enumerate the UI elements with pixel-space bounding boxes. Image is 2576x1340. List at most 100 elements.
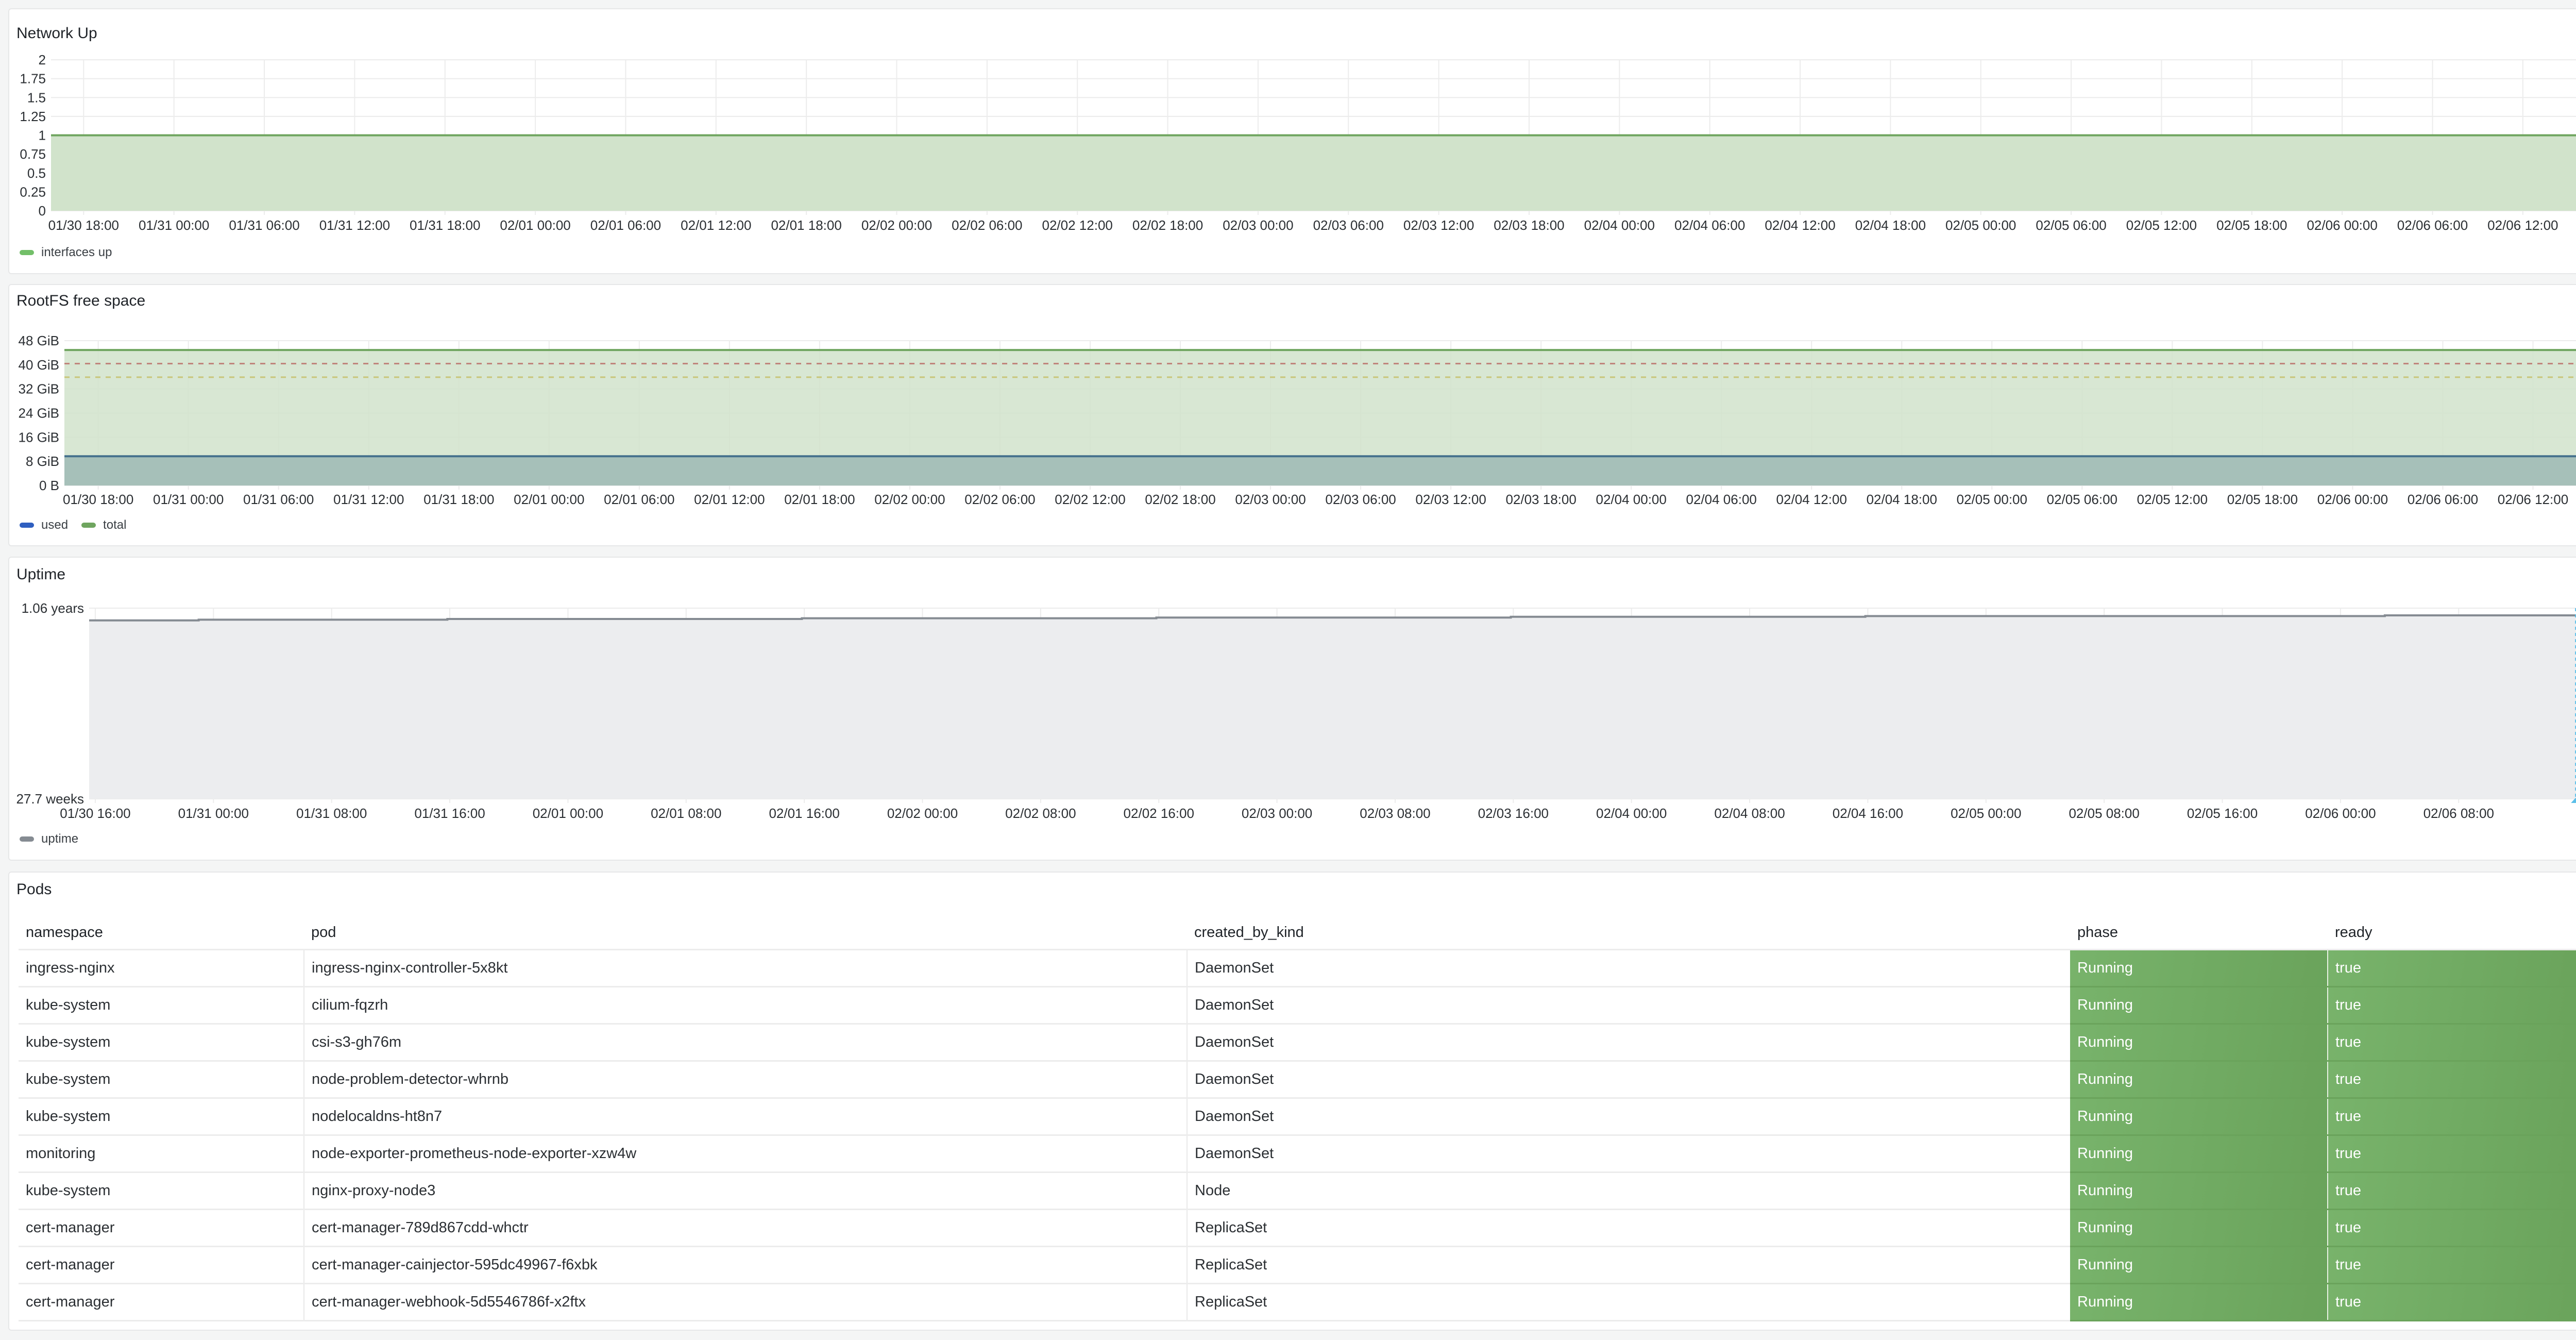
cell-pod: cert-manager-cainjector-595dc49967-f6xbk (304, 1246, 1188, 1284)
cell-pod: node-problem-detector-whrnb (304, 1061, 1188, 1099)
x-tick-label: 02/01 06:00 (604, 492, 674, 507)
series-area-total (64, 350, 2576, 485)
x-tick-label: 02/04 12:00 (1765, 217, 1835, 233)
x-tick-label: 02/02 18:00 (1145, 492, 1215, 507)
network-up-chart[interactable]: 0 0.25 0.5 0.75 1 1.25 1.5 1.75 2 01/30 18:00 01/3… (9, 9, 2576, 275)
table-row[interactable]: kube-system nodelocaldns-ht8n7 DaemonSet Ru… (19, 1098, 2576, 1136)
cell-created-by-kind: DaemonSet (1187, 1135, 2070, 1173)
cell-pod: csi-s3-gh76m (304, 1024, 1188, 1062)
x-tick-label: 01/30 18:00 (63, 492, 133, 507)
cell-created-by-kind: DaemonSet (1187, 1098, 2070, 1136)
y-tick-label: 0 (39, 203, 46, 219)
chart-legend: interfaces up (20, 245, 112, 260)
cell-phase: Running (2070, 1061, 2328, 1099)
cell-pod: ingress-nginx-controller-5x8kt (304, 949, 1188, 987)
y-tick-label: 16 GiB (19, 429, 60, 445)
rootfs-panel: RootFS free space 0 B 8 GiB 16 GiB 24 GiB 32… (8, 284, 2576, 546)
x-tick-label: 02/04 12:00 (1776, 492, 1847, 507)
cell-phase: Running (2070, 1024, 2328, 1062)
series-line-uptime (89, 614, 2576, 622)
table-row[interactable]: kube-system nginx-proxy-node3 Node Running t… (19, 1172, 2576, 1210)
x-tick-label: 02/01 08:00 (651, 806, 721, 821)
table-row[interactable]: kube-system csi-s3-gh76m DaemonSet Running t… (19, 1024, 2576, 1062)
x-tick-label: 01/31 06:00 (229, 217, 299, 233)
x-tick-label: 02/02 12:00 (1042, 217, 1113, 233)
series-area-interfaces-up (51, 135, 2576, 211)
x-tick-label: 02/04 16:00 (1833, 806, 1903, 821)
x-tick-label: 01/31 16:00 (414, 806, 485, 821)
x-tick-label: 02/05 06:00 (2047, 492, 2117, 507)
x-tick-label: 02/02 06:00 (964, 492, 1035, 507)
y-tick-label: 0.75 (20, 146, 46, 162)
legend-item-total[interactable]: total (81, 518, 126, 532)
x-tick-label: 02/03 00:00 (1235, 492, 1306, 507)
cell-namespace: kube-system (19, 1172, 304, 1210)
x-tick-label: 01/31 18:00 (423, 492, 494, 507)
x-tick-label: 02/03 00:00 (1242, 806, 1312, 821)
table-header-row: namespace pod created_by_kind phase ready (19, 916, 2576, 950)
x-tick-label: 02/01 00:00 (514, 492, 584, 507)
cell-pod: cert-manager-webhook-5d5546786f-x2ftx (304, 1283, 1188, 1321)
cell-pod: node-exporter-prometheus-node-exporter-x… (304, 1135, 1188, 1173)
column-header-pod[interactable]: pod (304, 916, 1187, 950)
cell-ready: true (2327, 1061, 2576, 1099)
x-tick-label: 02/03 06:00 (1325, 492, 1396, 507)
cell-created-by-kind: DaemonSet (1187, 1024, 2070, 1062)
table-row[interactable]: kube-system node-problem-detector-whrnb Da… (19, 1061, 2576, 1099)
table-row[interactable]: cert-manager cert-manager-webhook-5d55467… (19, 1283, 2576, 1321)
table-row[interactable]: kube-system cilium-fqzrh DaemonSet Running t… (19, 986, 2576, 1025)
x-tick-label: 02/02 00:00 (874, 492, 945, 507)
x-tick-label: 01/31 00:00 (178, 806, 249, 821)
x-tick-label: 01/31 08:00 (296, 806, 367, 821)
x-tick-label: 02/03 18:00 (1494, 217, 1564, 233)
legend-item-interfaces-up[interactable]: interfaces up (20, 245, 112, 260)
column-header-ready[interactable]: ready (2328, 916, 2576, 950)
cell-phase: Running (2070, 1246, 2328, 1284)
x-tick-label: 02/06 12:00 (2498, 492, 2568, 507)
x-tick-label: 01/31 00:00 (139, 217, 209, 233)
legend-swatch-icon (81, 523, 96, 528)
cell-phase: Running (2070, 1283, 2328, 1321)
x-tick-label: 02/01 16:00 (769, 806, 839, 821)
panel-title[interactable]: Network Up (16, 25, 97, 42)
column-header-namespace[interactable]: namespace (19, 916, 304, 950)
x-tick-label: 02/06 08:00 (2424, 806, 2494, 821)
x-tick-label: 02/05 12:00 (2137, 492, 2208, 507)
y-tick-label: 27.7 weeks (16, 791, 84, 807)
y-tick-label: 1 (39, 128, 46, 143)
cell-namespace: cert-manager (19, 1209, 304, 1247)
x-tick-label: 02/01 18:00 (771, 217, 841, 233)
x-tick-label: 02/05 16:00 (2187, 806, 2258, 821)
x-tick-label: 01/31 12:00 (333, 492, 404, 507)
rootfs-chart[interactable]: 0 B 8 GiB 16 GiB 24 GiB 32 GiB 40 GiB 48 GiB 01… (9, 285, 2576, 547)
x-tick-label: 02/05 18:00 (2227, 492, 2298, 507)
legend-item-uptime[interactable]: uptime (20, 832, 78, 846)
cell-phase: Running (2070, 1135, 2328, 1173)
cell-phase: Running (2070, 1209, 2328, 1247)
panel-title[interactable]: Pods (16, 881, 52, 898)
legend-item-used[interactable]: used (20, 518, 68, 532)
table-row[interactable]: cert-manager cert-manager-789d867cdd-whct… (19, 1209, 2576, 1247)
panel-title[interactable]: Uptime (16, 566, 66, 583)
cell-ready: true (2327, 1098, 2576, 1136)
cell-namespace: kube-system (19, 986, 304, 1025)
table-row[interactable]: cert-manager cert-manager-cainjector-595d… (19, 1246, 2576, 1284)
y-tick-label: 0.5 (27, 165, 46, 181)
x-tick-label: 02/01 12:00 (694, 492, 765, 507)
x-tick-label: 01/30 16:00 (60, 806, 130, 821)
cell-namespace: cert-manager (19, 1283, 304, 1321)
x-tick-label: 02/01 18:00 (784, 492, 855, 507)
table-row[interactable]: monitoring node-exporter-prometheus-node-… (19, 1135, 2576, 1173)
table-row[interactable]: ingress-nginx ingress-nginx-controller-5x… (19, 949, 2576, 987)
pods-table: namespace pod created_by_kind phase ready in… (19, 916, 2576, 1321)
x-tick-label: 02/01 00:00 (533, 806, 603, 821)
column-header-phase[interactable]: phase (2070, 916, 2328, 950)
uptime-chart[interactable]: 27.7 weeks 1.06 years 01/30 16:00 01/31 00:… (9, 558, 2576, 862)
panel-title[interactable]: RootFS free space (16, 292, 146, 309)
x-tick-label: 02/04 08:00 (1714, 806, 1785, 821)
column-header-created-by-kind[interactable]: created_by_kind (1187, 916, 2070, 950)
x-tick-label: 02/03 18:00 (1505, 492, 1576, 507)
x-tick-label: 02/06 00:00 (2307, 217, 2377, 233)
cell-created-by-kind: ReplicaSet (1187, 1283, 2070, 1321)
y-tick-label: 40 GiB (19, 357, 60, 373)
